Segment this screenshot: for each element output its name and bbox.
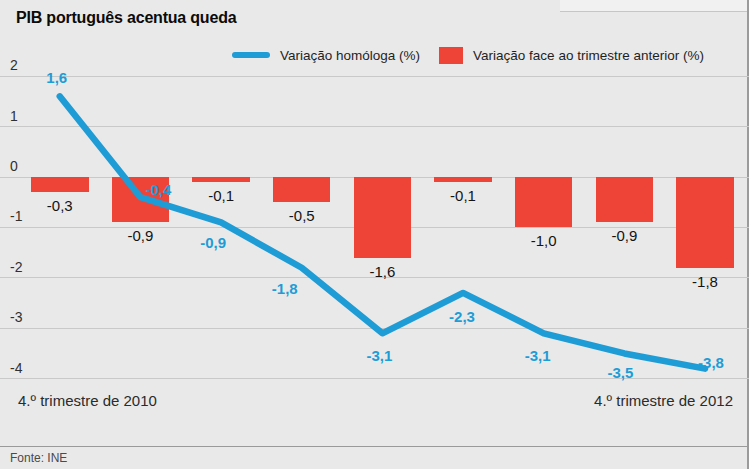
bar-quarter-variation: [596, 177, 654, 222]
bar-quarter-variation: [515, 177, 573, 227]
line-value-label: -0,4: [145, 181, 171, 198]
footer-divider: [0, 446, 749, 447]
line-value-label: -3,5: [607, 364, 633, 381]
gridline-y--3: [0, 328, 749, 329]
bar-series-swatch-icon: [439, 47, 463, 64]
bar-quarter-variation: [354, 177, 412, 258]
bar-value-label: -0,1: [208, 187, 234, 204]
bar-quarter-variation: [192, 177, 250, 182]
legend-item-homologa: Variação homóloga (%): [232, 48, 420, 63]
bar-quarter-variation: [273, 177, 331, 202]
gridline-y-1: [0, 126, 749, 127]
y-tick-label: -2: [10, 259, 22, 275]
line-value-label: -3,1: [366, 347, 392, 364]
line-series-swatch-icon: [232, 52, 270, 58]
embed-top-border: [560, 0, 747, 12]
x-axis-end-label: 4.º trimestre de 2012: [594, 392, 733, 409]
line-value-label: -1,8: [272, 279, 298, 296]
y-tick-label: -4: [10, 360, 22, 376]
chart-widget: PIB português acentua queda Variação hom…: [0, 0, 749, 469]
y-tick-label: 2: [10, 57, 18, 73]
chart-title: PIB português acentua queda: [16, 9, 236, 27]
line-value-label: -3,8: [698, 353, 724, 370]
legend-item-trimestre: Variação face ao trimestre anterior (%): [439, 47, 704, 64]
x-axis-start-label: 4.º trimestre de 2010: [18, 392, 157, 409]
bar-value-label: -0,1: [450, 187, 476, 204]
bar-quarter-variation: [31, 177, 89, 192]
bar-quarter-variation: [676, 177, 734, 268]
line-value-label: -2,3: [449, 307, 475, 324]
line-value-label: 1,6: [46, 69, 67, 86]
legend-label-trimestre: Variação face ao trimestre anterior (%): [473, 48, 704, 63]
legend-label-homologa: Variação homóloga (%): [280, 48, 420, 63]
line-value-label: -3,1: [525, 347, 551, 364]
y-tick-label: -3: [10, 309, 22, 325]
bar-quarter-variation: [434, 177, 492, 182]
y-tick-label: -1: [10, 208, 22, 224]
legend: Variação homóloga (%) Variação face ao t…: [232, 44, 704, 66]
line-value-label: -0,9: [200, 234, 226, 251]
bar-value-label: -0,9: [611, 227, 637, 244]
gridline-y--4: [0, 378, 749, 379]
bar-value-label: -0,5: [289, 207, 315, 224]
bar-value-label: -1,0: [531, 232, 557, 249]
source-credit: Fonte: INE: [10, 451, 67, 465]
gridline-y-2: [0, 76, 749, 77]
y-tick-label: 0: [10, 158, 18, 174]
bar-value-label: -0,9: [127, 227, 153, 244]
bar-value-label: -1,6: [369, 263, 395, 280]
bar-value-label: -1,8: [692, 273, 718, 290]
y-tick-label: 1: [10, 108, 18, 124]
bar-value-label: -0,3: [47, 197, 73, 214]
